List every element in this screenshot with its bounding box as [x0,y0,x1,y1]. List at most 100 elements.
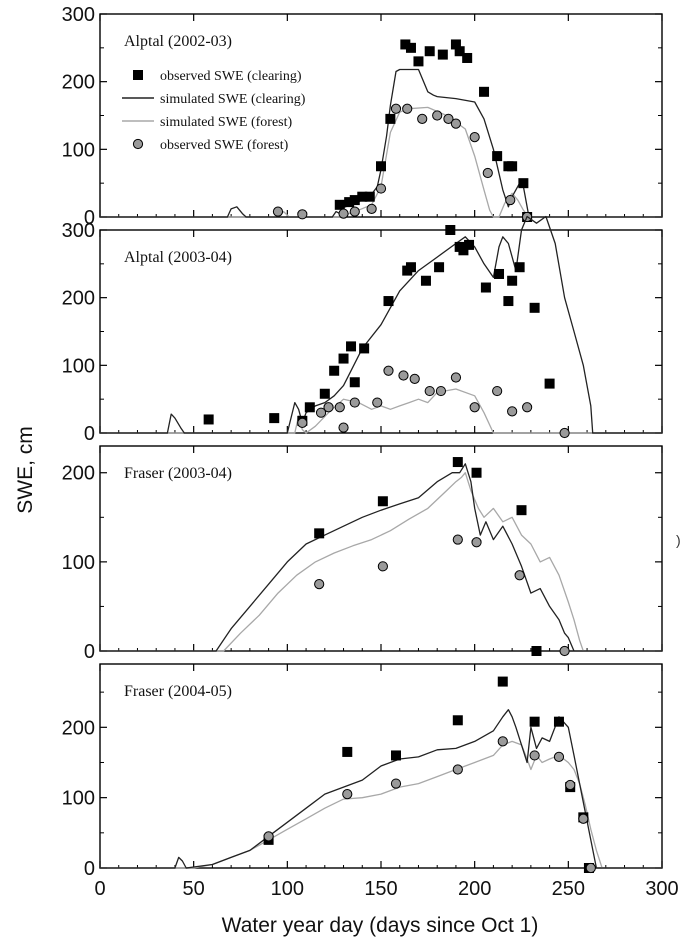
point-observed-forest [553,751,565,762]
point-observed-forest [578,813,589,824]
point-observed-forest [372,397,383,408]
y-tick-label: 200 [62,288,95,310]
y-tick-label: 0 [84,423,95,445]
point-observed-clearing [424,46,435,57]
point-observed-clearing [346,341,357,352]
legend-label: observed SWE (forest) [160,138,289,153]
point-observed-clearing [479,86,490,97]
point-observed-clearing [390,750,401,761]
point-observed-forest [452,534,463,545]
series-line-simulated-clearing [100,215,662,434]
point-observed-clearing [462,52,473,63]
point-observed-clearing [364,191,375,202]
legend-label: observed SWE (clearing) [160,69,302,84]
point-observed-forest [314,579,325,590]
point-observed-forest [377,561,388,572]
point-observed-clearing [376,161,386,172]
panel-title: Fraser (2003-04) [124,465,232,482]
point-observed-forest [297,417,308,428]
point-observed-clearing [385,113,396,124]
point-observed-forest [522,402,533,413]
plot-area: 0 100 200 300 Alptal (2002-03) observed SWE (… [62,4,679,900]
point-observed-forest [471,537,482,548]
point-observed-clearing [400,39,411,50]
y-tick-label: 100 [62,552,95,574]
series-line-simulated-forest [100,388,662,434]
point-observed-clearing [544,378,555,389]
y-tick-label: 200 [62,72,95,94]
point-observed-clearing [529,716,540,727]
point-observed-forest [469,402,480,413]
point-observed-forest [417,113,428,124]
point-observed-forest [514,570,525,581]
x-tick-label: 100 [271,878,304,900]
point-observed-clearing [405,42,416,53]
y-axis-title: SWE, cm [14,426,37,514]
point-observed-forest [559,427,570,439]
point-observed-clearing [471,467,482,478]
point-observed-forest [383,365,394,376]
point-observed-forest [505,194,516,206]
point-observed-clearing [494,268,505,279]
point-observed-forest [272,206,284,217]
legend-label: simulated SWE (clearing) [160,92,306,107]
point-observed-clearing [518,178,529,189]
point-observed-forest [585,862,596,874]
series-line-simulated-forest [100,472,662,652]
legend-marker-observed-clearing [133,70,143,80]
panel-title: Fraser (2004-05) [124,683,232,700]
y-tick-label: 100 [62,788,95,810]
y-tick-label: 100 [62,139,95,161]
x-tick-label: 250 [552,878,585,900]
point-observed-forest [450,118,462,129]
point-observed-clearing [452,715,463,726]
point-observed-clearing [359,343,370,354]
point-observed-clearing [269,413,280,424]
point-observed-clearing [413,56,424,67]
point-observed-forest [390,103,402,114]
point-observed-forest [402,103,413,114]
point-observed-forest [398,370,409,381]
point-observed-clearing [516,505,527,516]
point-observed-forest [497,736,508,747]
point-observed-clearing [503,296,514,307]
y-tick-label: 0 [84,858,95,880]
series-line-simulated-clearing [100,463,662,652]
point-observed-clearing [349,377,360,388]
point-observed-forest [349,397,360,408]
point-observed-clearing [357,191,368,202]
point-observed-clearing [454,46,465,57]
point-observed-clearing [344,197,355,208]
point-observed-clearing [304,402,315,413]
point-observed-clearing [507,275,518,286]
x-tick-label: 0 [94,878,105,900]
series-line-simulated-clearing [100,68,662,218]
legend-marker-observed-forest [132,138,144,150]
point-observed-clearing [437,49,448,60]
point-observed-clearing [514,262,525,273]
point-observed-forest [565,779,576,791]
y-tick-label: 0 [84,207,95,229]
point-observed-forest [432,110,443,121]
panel-3: 0 100 200 Fraser (2003-04) [62,445,663,663]
x-tick-label: 300 [645,878,678,900]
y-tick-label: 0 [84,641,95,663]
point-observed-forest [424,385,435,397]
point-observed-forest [390,778,402,789]
series-line-simulated-forest [100,740,662,869]
x-tick-label: 50 [183,878,205,900]
panel-title: Alptal (2002-03) [124,33,232,50]
x-axis-title: Water year day (days since Oct 1) [222,914,539,937]
point-observed-forest [452,764,463,775]
y-tick-label: 100 [62,355,95,377]
point-observed-forest [409,373,420,384]
x-tick-label: 150 [364,878,397,900]
point-observed-clearing [420,275,431,286]
point-observed-forest [342,789,353,800]
point-observed-clearing [349,195,360,206]
y-tick-label: 200 [62,717,95,739]
point-observed-clearing [377,496,388,507]
point-observed-clearing [464,239,475,250]
point-observed-forest [450,372,462,383]
